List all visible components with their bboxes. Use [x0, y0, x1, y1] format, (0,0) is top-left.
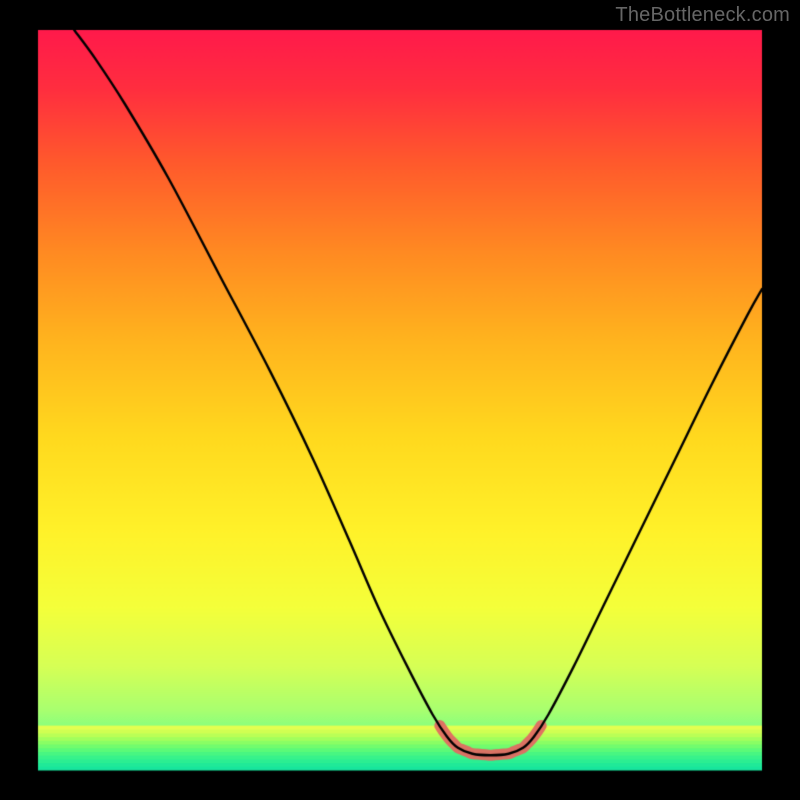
watermark-text: TheBottleneck.com — [615, 4, 790, 27]
bottleneck-chart-canvas — [0, 0, 800, 800]
